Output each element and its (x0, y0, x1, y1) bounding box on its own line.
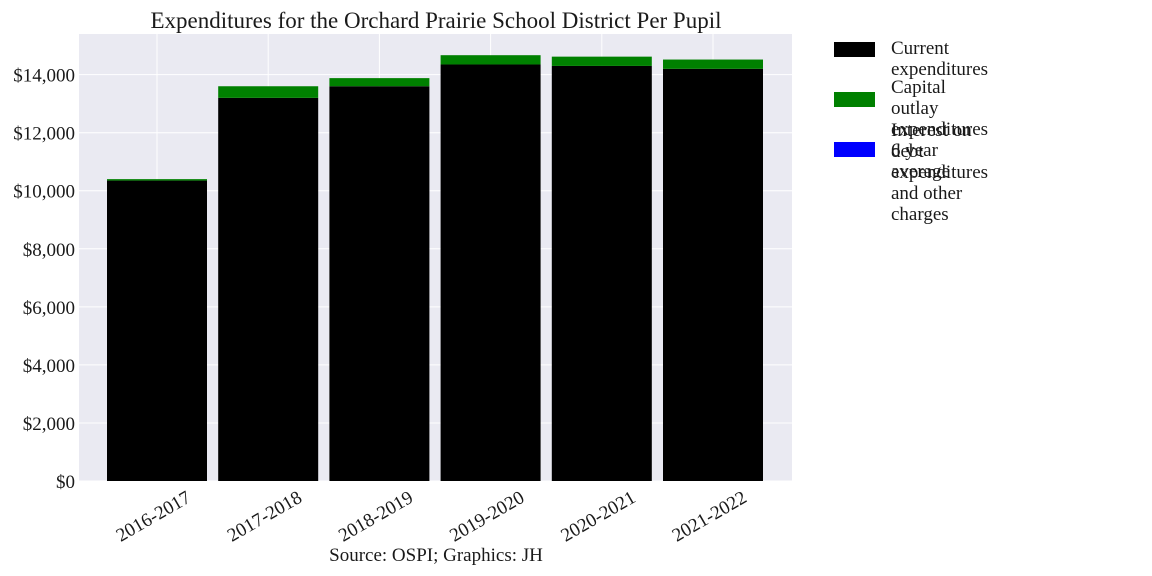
y-tick-labels: $0 $2,000 $4,000 $6,000 $8,000 $10,000 $12,000… (13, 66, 75, 493)
chart-title: Expenditures for the Orchard Prairie Sch… (150, 8, 721, 33)
bar-current (218, 97, 319, 481)
bar-capital-outlay (663, 59, 763, 69)
y-tick-label: $2,000 (23, 414, 75, 435)
bar-capital-outlay (551, 56, 652, 66)
legend-swatch-current (834, 42, 875, 57)
y-tick-label: $6,000 (23, 298, 75, 319)
bar-current (440, 64, 541, 482)
y-tick-label: $4,000 (23, 356, 75, 377)
y-tick-label: $12,000 (13, 124, 75, 145)
bars (107, 55, 763, 482)
legend-label-interest-debt: Interest on debt expenditures and other … (891, 120, 989, 225)
y-tick-label: $0 (56, 472, 75, 493)
y-tick-label: $10,000 (13, 182, 75, 203)
bar-current (551, 65, 652, 481)
x-tick-label: 2018-2019 (335, 487, 417, 546)
bar-capital-outlay (329, 78, 430, 87)
bar-current (107, 180, 207, 481)
x-tick-label: 2017-2018 (224, 487, 306, 546)
x-tick-label: 2021-2022 (669, 487, 751, 546)
x-tick-label: 2019-2020 (446, 487, 528, 546)
legend-swatch-interest-debt (834, 142, 875, 157)
y-tick-label: $14,000 (13, 66, 75, 87)
bar-capital-outlay (440, 55, 541, 65)
legend-label-capital-outlay: Capital outlay expenditures 6 year avera… (891, 77, 989, 182)
legend-swatch-capital-outlay (834, 92, 875, 107)
bar-capital-outlay (218, 86, 319, 98)
y-tick-label: $8,000 (23, 240, 75, 261)
bar-current (663, 68, 763, 481)
legend-label-current: Current expenditures (891, 38, 989, 80)
bar-capital-outlay (107, 179, 207, 181)
x-axis-label: Source: OSPI; Graphics: JH (329, 545, 543, 566)
bar-current (329, 86, 430, 481)
x-tick-labels: 2016-2017 2017-2018 2018-2019 2019-2020 2020… (113, 487, 751, 546)
x-tick-label: 2016-2017 (113, 487, 195, 546)
x-tick-label: 2020-2021 (558, 487, 640, 546)
